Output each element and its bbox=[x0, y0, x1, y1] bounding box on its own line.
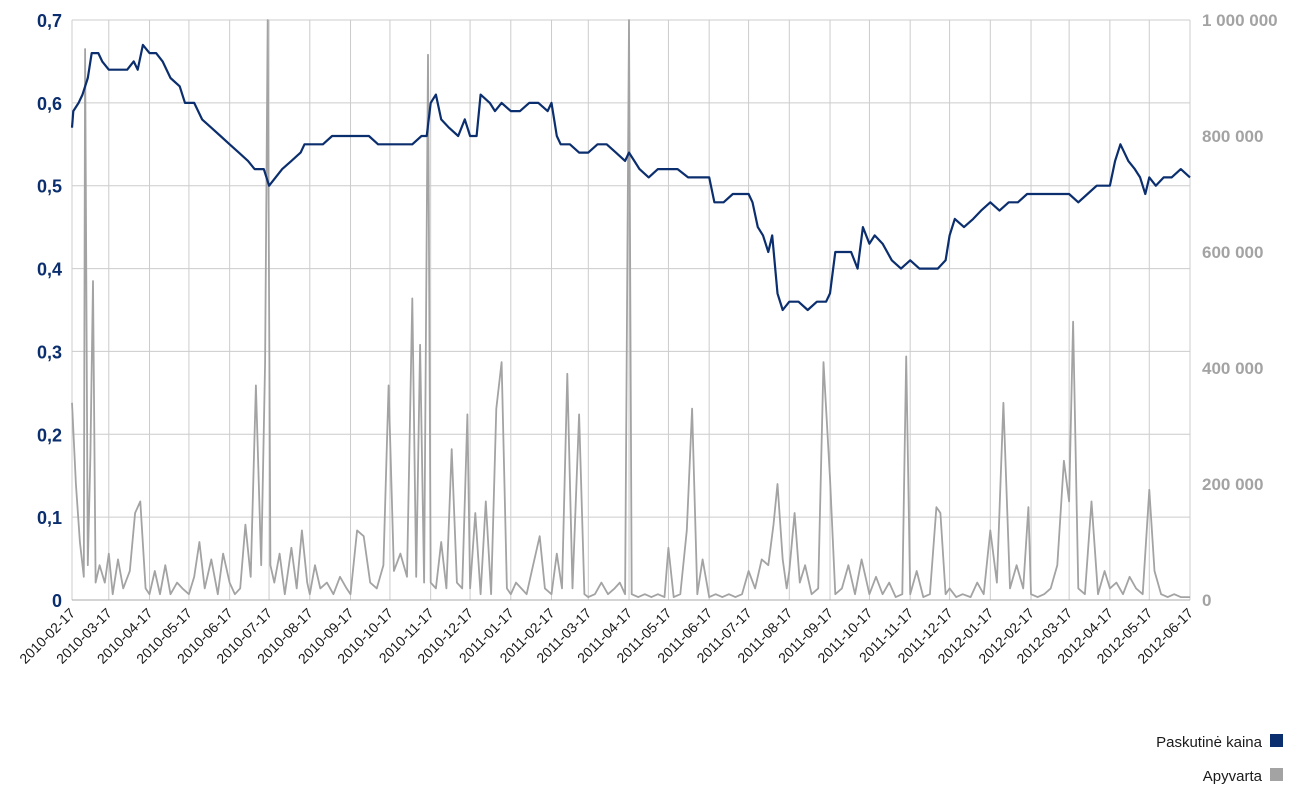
x-axis: 2010-02-172010-03-172010-04-172010-05-17… bbox=[16, 605, 1196, 667]
y-right-tick: 800 000 bbox=[1202, 127, 1263, 146]
series-line-turnover bbox=[71, 19, 1190, 598]
y-left-tick: 0,5 bbox=[37, 177, 62, 197]
y-left-tick: 0,4 bbox=[37, 260, 62, 280]
y-left-tick: 0,3 bbox=[37, 342, 62, 362]
series-line-price bbox=[70, 43, 1191, 312]
y-right-tick: 200 000 bbox=[1202, 475, 1263, 494]
y-left-tick: 0,7 bbox=[37, 11, 62, 31]
legend-label-price: Paskutinė kaina bbox=[1156, 734, 1263, 751]
y-left-tick: 0,6 bbox=[37, 94, 62, 114]
y-right-tick: 0 bbox=[1202, 591, 1211, 610]
series-layer bbox=[70, 19, 1191, 598]
y-right-axis: 0 200 000 400 000 600 000 800 000 1 000 000 bbox=[1202, 11, 1278, 610]
y-left-axis: 0 0,1 0,2 0,3 0,4 0,5 0,6 0,7 bbox=[37, 11, 62, 611]
y-right-tick: 600 000 bbox=[1202, 243, 1263, 262]
y-left-tick: 0 bbox=[52, 591, 62, 611]
y-right-tick: 400 000 bbox=[1202, 359, 1263, 378]
y-left-tick: 0,1 bbox=[37, 508, 62, 528]
legend: Paskutinė kaina Apyvarta bbox=[1156, 734, 1283, 785]
legend-swatch-turnover bbox=[1270, 768, 1283, 781]
y-right-tick: 1 000 000 bbox=[1202, 11, 1278, 30]
y-left-tick: 0,2 bbox=[37, 425, 62, 445]
legend-label-turnover: Apyvarta bbox=[1203, 768, 1263, 785]
legend-swatch-price bbox=[1270, 734, 1283, 747]
